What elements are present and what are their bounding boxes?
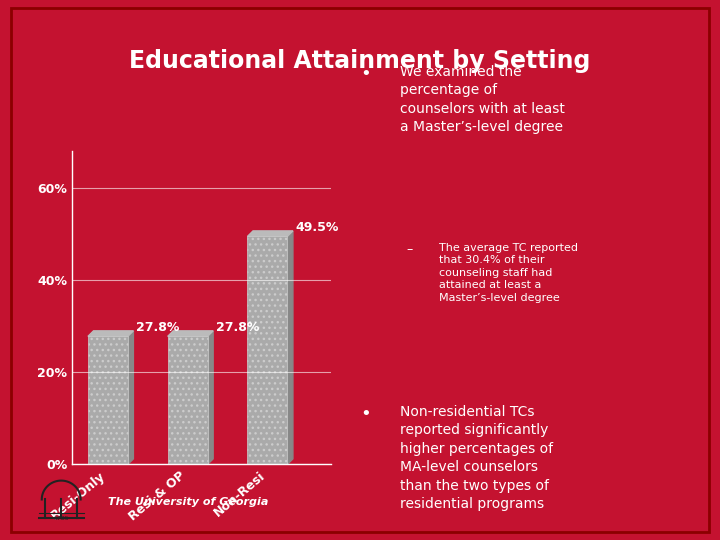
Text: The University of Georgia: The University of Georgia bbox=[108, 497, 269, 507]
Polygon shape bbox=[168, 331, 213, 336]
Text: 27.8%: 27.8% bbox=[215, 321, 259, 334]
Text: –: – bbox=[407, 243, 413, 256]
Text: 27.8%: 27.8% bbox=[136, 321, 179, 334]
Text: We examined the
percentage of
counselors with at least
a Master’s-level degree: We examined the percentage of counselors… bbox=[400, 65, 564, 134]
Text: •: • bbox=[360, 65, 371, 83]
Bar bbox=[168, 336, 207, 464]
Bar bbox=[88, 336, 128, 464]
Polygon shape bbox=[207, 331, 213, 464]
Text: •: • bbox=[360, 405, 371, 423]
Text: Educational Attainment by Setting: Educational Attainment by Setting bbox=[130, 49, 590, 72]
Polygon shape bbox=[88, 331, 133, 336]
Text: Non-residential TCs
reported significantly
higher percentages of
MA-level counse: Non-residential TCs reported significant… bbox=[400, 405, 553, 511]
Text: 1785: 1785 bbox=[53, 516, 69, 521]
Text: The average TC reported
that 30.4% of their
counseling staff had
attained at lea: The average TC reported that 30.4% of th… bbox=[439, 243, 578, 302]
Text: 49.5%: 49.5% bbox=[295, 221, 338, 234]
Polygon shape bbox=[248, 231, 293, 237]
Polygon shape bbox=[287, 231, 293, 464]
Bar bbox=[248, 237, 287, 464]
Polygon shape bbox=[128, 331, 133, 464]
